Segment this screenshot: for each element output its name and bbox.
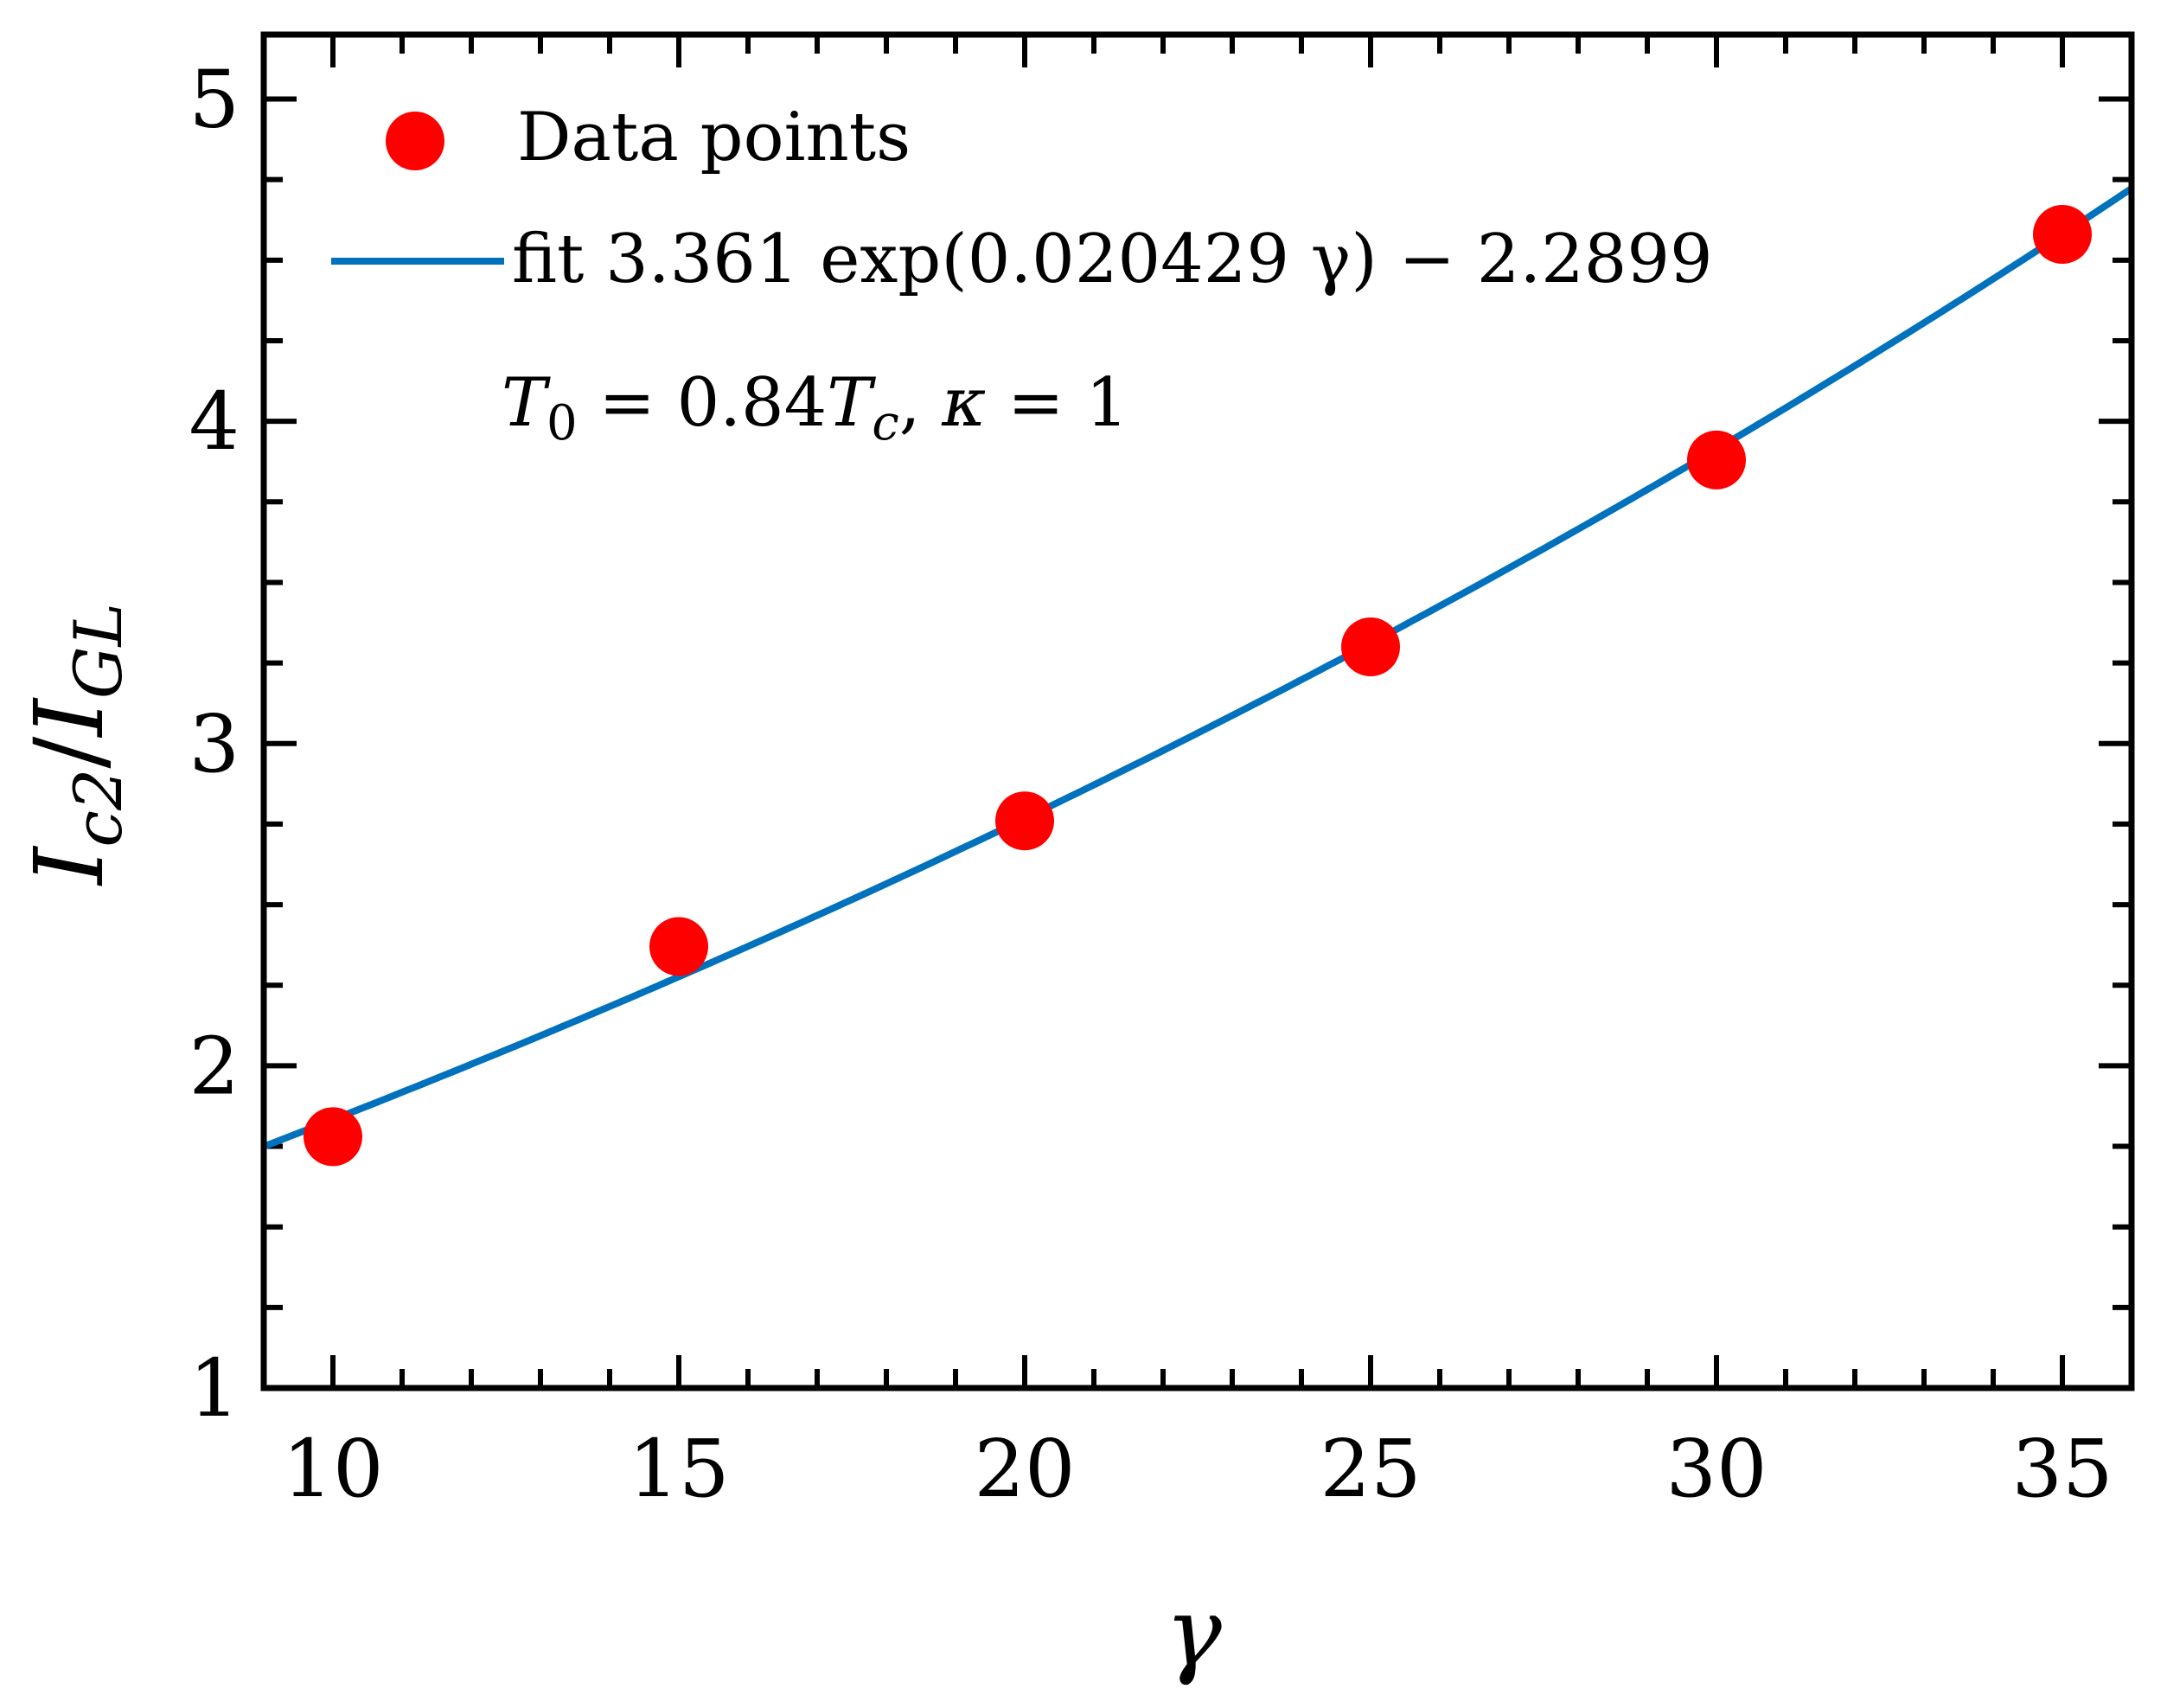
y-axis-title-main: I: [14, 845, 125, 886]
y-tick-label: 3: [189, 698, 240, 790]
y-tick-label: 4: [189, 375, 240, 468]
x-tick-label: 10: [282, 1423, 383, 1515]
x-tick-label: 30: [1665, 1423, 1767, 1515]
annotation-t0-subscript: 0: [547, 395, 578, 451]
x-tick-label: 35: [2011, 1423, 2113, 1515]
annotation-separator: ,: [899, 364, 943, 442]
y-axis-title-sub2: GL: [60, 603, 137, 699]
x-axis-title: γ: [1165, 1577, 1222, 1687]
data-point: [304, 1107, 362, 1167]
x-tick-label: 25: [1320, 1423, 1421, 1515]
y-axis-title-sub1: c2: [60, 769, 137, 848]
y-axis-title-main2: I: [14, 697, 125, 739]
tick-labels-layer: 10 15 20 25 30 35 1 2 3 4 5: [189, 54, 2113, 1515]
annotation-eq2: = 1: [986, 364, 1128, 442]
legend: Data points fit 3.361 exp(0.020429 γ) − …: [331, 99, 1713, 298]
x-tick-label: 15: [628, 1423, 729, 1515]
y-tick-label: 5: [189, 54, 240, 146]
data-point: [2033, 205, 2092, 265]
legend-label-data-points: Data points: [517, 99, 911, 176]
plot-frame: [260, 31, 2135, 1391]
data-point: [995, 791, 1054, 851]
y-tick-label: 1: [189, 1342, 240, 1435]
data-point: [1341, 617, 1400, 676]
annotation-t0: T: [502, 364, 551, 442]
annotation-kappa: κ: [941, 364, 986, 442]
x-tick-label: 20: [974, 1423, 1075, 1515]
annotation-tc-subscript: c: [872, 395, 898, 451]
fit-curve: [262, 185, 2134, 1150]
y-axis-title: Ic2/IGL: [14, 603, 137, 886]
data-point: [1687, 430, 1746, 489]
y-tick-label: 2: [189, 1020, 240, 1112]
ticks-layer: [261, 35, 2134, 1391]
legend-marker-data-points: [386, 112, 444, 170]
data-point: [649, 917, 708, 976]
data-points-layer: [304, 205, 2092, 1167]
annotation-parameters: T0 = 0.84Tc, κ = 1: [502, 364, 1128, 451]
y-axis-title-slash: /: [14, 736, 125, 769]
annotation-eq1: = 0.84: [578, 364, 828, 442]
legend-label-fit: fit 3.361 exp(0.020429 γ) − 2.2899: [512, 221, 1713, 298]
annotation-tc: T: [827, 364, 876, 442]
